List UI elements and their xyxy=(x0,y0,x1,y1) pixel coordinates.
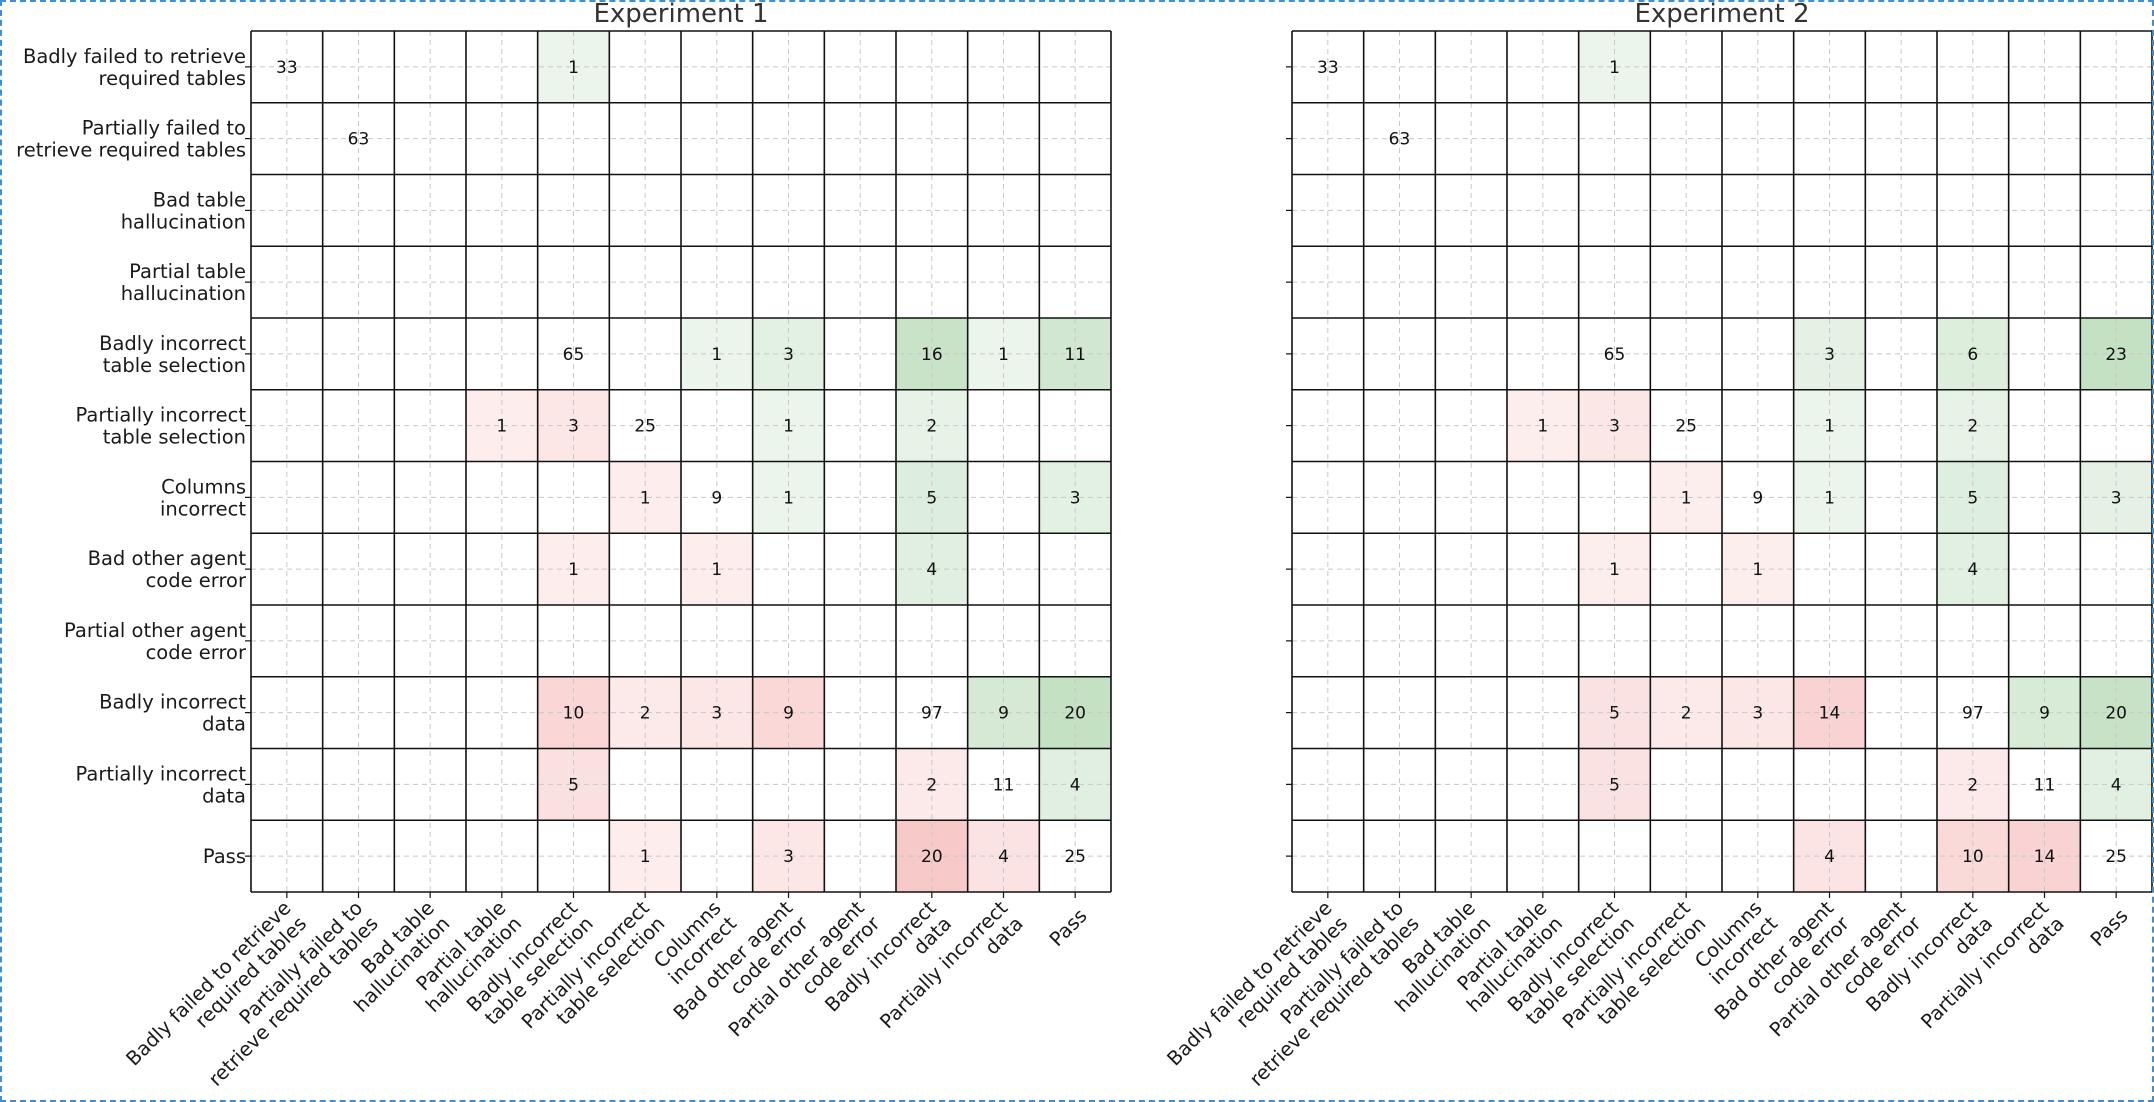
cell-value-r9-c4: 5 xyxy=(1609,704,1620,724)
col-label-partially-incorrect-data: Partially incorrectdata xyxy=(875,896,1028,1049)
cell-value-r5-c7: 1 xyxy=(783,417,794,437)
cell-value-r9-c9: 97 xyxy=(921,704,943,724)
cell-value-r11-c11: 25 xyxy=(2105,847,2127,867)
cell-value-r7-c9: 4 xyxy=(926,560,937,580)
cell-value-r1-c1: 63 xyxy=(348,130,370,150)
cell-value-r5-c4: 3 xyxy=(1609,417,1620,437)
row-label-badly-incorrect-table-selection: Badly incorrect table selection xyxy=(99,332,246,377)
cell-value-r11-c9: 10 xyxy=(1962,847,1984,867)
cell-value-r7-c4: 1 xyxy=(1609,560,1620,580)
cell-value-r9-c5: 2 xyxy=(640,704,651,724)
cell-value-r7-c9: 4 xyxy=(1967,560,1978,580)
cell-value-r10-c11: 4 xyxy=(1070,775,1081,795)
cell-value-r6-c5: 1 xyxy=(640,488,651,508)
cell-value-r4-c9: 6 xyxy=(1967,345,1978,365)
row-label-pass: Pass xyxy=(203,845,246,868)
col-label-pass: Pass xyxy=(1045,904,1092,951)
cell-value-r5-c5: 25 xyxy=(634,417,656,437)
cell-value-r9-c7: 9 xyxy=(783,704,794,724)
cell-value-r10-c4: 5 xyxy=(568,775,579,795)
cell-value-r4-c11: 23 xyxy=(2105,345,2127,365)
cell-value-r7-c6: 1 xyxy=(711,560,722,580)
cell-value-r11-c5: 1 xyxy=(640,847,651,867)
cell-value-r9-c10: 9 xyxy=(2039,704,2050,724)
row-label-partially-incorrect-table-selection: Partially incorrect table selection xyxy=(76,404,247,449)
cell-value-r7-c6: 1 xyxy=(1752,560,1763,580)
row-label-bad-other-agent-code-error: Bad other agent code error xyxy=(88,547,247,592)
cell-value-r10-c9: 2 xyxy=(1967,775,1978,795)
cell-value-r10-c11: 4 xyxy=(2111,775,2122,795)
cell-value-r5-c9: 2 xyxy=(1967,417,1978,437)
cell-value-r1-c1: 63 xyxy=(1389,130,1411,150)
cell-value-r11-c10: 4 xyxy=(998,847,1009,867)
cell-value-r5-c7: 1 xyxy=(1824,417,1835,437)
cell-value-r9-c4: 10 xyxy=(563,704,585,724)
col-label-pass: Pass xyxy=(2086,904,2133,951)
cell-value-r11-c10: 14 xyxy=(2034,847,2056,867)
cell-value-r9-c7: 14 xyxy=(1819,704,1841,724)
cell-value-r4-c10: 1 xyxy=(998,345,1009,365)
cell-value-r9-c6: 3 xyxy=(1752,704,1763,724)
cell-value-r9-c11: 20 xyxy=(2105,704,2127,724)
cell-value-r10-c4: 5 xyxy=(1609,775,1620,795)
chart-title: Experiment 2 xyxy=(1634,0,1809,29)
cell-value-r6-c7: 1 xyxy=(783,488,794,508)
cell-value-r6-c9: 5 xyxy=(1967,488,1978,508)
col-label-partially-incorrect-data: Partially incorrectdata xyxy=(1916,896,2069,1049)
cell-value-r0-c0: 33 xyxy=(1317,58,1339,78)
cell-value-r11-c11: 25 xyxy=(1064,847,1086,867)
cell-value-r5-c5: 25 xyxy=(1675,417,1697,437)
row-label-partially-incorrect-data: Partially incorrect data xyxy=(76,762,247,807)
cell-value-r0-c4: 1 xyxy=(1609,58,1620,78)
cell-value-r11-c7: 4 xyxy=(1824,847,1835,867)
cell-value-r10-c10: 11 xyxy=(2034,775,2056,795)
row-label-badly-incorrect-data: Badly incorrect data xyxy=(99,691,246,736)
cell-value-r9-c9: 97 xyxy=(1962,704,1984,724)
cell-value-r6-c5: 1 xyxy=(1681,488,1692,508)
cell-value-r6-c6: 9 xyxy=(1752,488,1763,508)
cell-value-r10-c9: 2 xyxy=(926,775,937,795)
cell-value-r9-c6: 3 xyxy=(711,704,722,724)
cell-value-r6-c6: 9 xyxy=(711,488,722,508)
cell-value-r6-c11: 3 xyxy=(2111,488,2122,508)
cell-value-r5-c3: 1 xyxy=(496,417,507,437)
cell-value-r9-c5: 2 xyxy=(1681,704,1692,724)
row-label-partial-table-hallucination: Partial table hallucination xyxy=(121,260,246,305)
cell-value-r5-c9: 2 xyxy=(926,417,937,437)
cell-value-r4-c7: 3 xyxy=(783,345,794,365)
cell-value-r6-c9: 5 xyxy=(926,488,937,508)
cell-value-r0-c0: 33 xyxy=(276,58,298,78)
row-label-partial-other-agent-code-error: Partial other agent code error xyxy=(64,619,247,664)
cell-value-r9-c10: 9 xyxy=(998,704,1009,724)
cell-value-r4-c6: 1 xyxy=(711,345,722,365)
row-label-badly-failed-to-retrieve-required-tables: Badly failed to retrieve required tables xyxy=(23,45,246,90)
row-label-partially-failed-to-retrieve-required-tables: Partially failed to retrieve required tab… xyxy=(16,117,246,162)
cell-value-r0-c4: 1 xyxy=(568,58,579,78)
cell-value-r11-c7: 3 xyxy=(783,847,794,867)
cell-value-r5-c4: 3 xyxy=(568,417,579,437)
cell-value-r4-c7: 3 xyxy=(1824,345,1835,365)
cell-value-r11-c9: 20 xyxy=(921,847,943,867)
chart-title: Experiment 1 xyxy=(593,0,768,29)
cell-value-r5-c3: 1 xyxy=(1537,417,1548,437)
cell-value-r6-c7: 1 xyxy=(1824,488,1835,508)
cell-value-r4-c4: 65 xyxy=(563,345,585,365)
cell-value-r10-c10: 11 xyxy=(993,775,1015,795)
cell-value-r7-c4: 1 xyxy=(568,560,579,580)
cell-value-r6-c11: 3 xyxy=(1070,488,1081,508)
cell-value-r4-c9: 16 xyxy=(921,345,943,365)
cell-value-r9-c11: 20 xyxy=(1064,704,1086,724)
row-label-bad-table-hallucination: Bad table hallucination xyxy=(121,188,246,233)
cell-value-r4-c4: 65 xyxy=(1604,345,1626,365)
cell-value-r4-c11: 11 xyxy=(1064,345,1086,365)
row-label-columns-incorrect: Columns incorrect xyxy=(160,475,246,520)
